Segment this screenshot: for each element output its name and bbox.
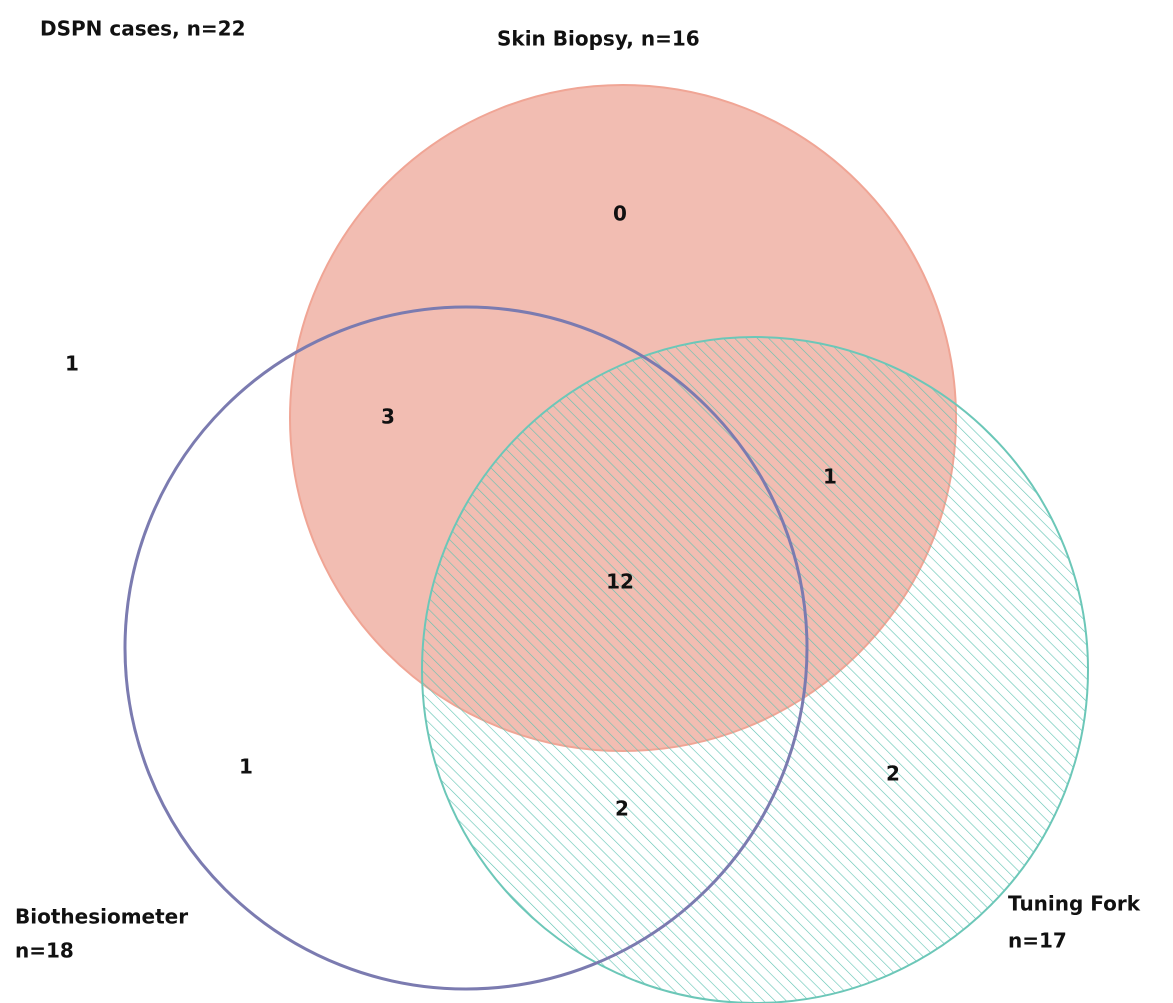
region-count: 1 [823,465,837,489]
region-count: 12 [606,570,634,594]
set-label: Biothesiometer [15,905,188,929]
region-count: 0 [613,202,627,226]
region-count: 1 [239,755,253,779]
region-count: 3 [381,405,395,429]
set-count: n=17 [1008,929,1067,953]
region-count: 1 [65,352,79,376]
region-count: 2 [615,797,629,821]
title: DSPN cases, n=22 [40,17,245,41]
tuning-fork-circle [421,336,1089,1003]
set-count: n=18 [15,939,74,963]
set-label: Tuning Fork [1008,892,1141,916]
set-label: Skin Biopsy, n=16 [497,27,700,51]
biothesiometer-circle [123,305,809,991]
region-count: 2 [886,762,900,786]
